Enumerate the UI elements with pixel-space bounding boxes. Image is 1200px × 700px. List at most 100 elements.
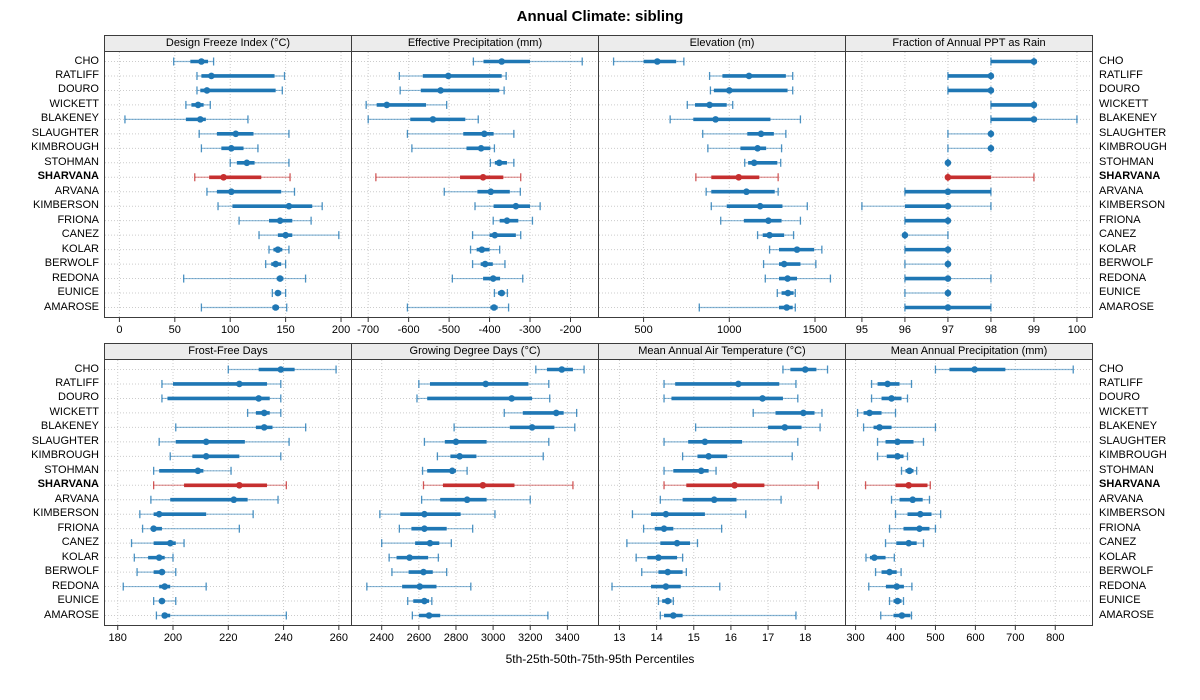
series-arvana: [420, 495, 531, 504]
median-dot: [285, 202, 293, 210]
x-axis: 95 96 97 98 99 100: [856, 318, 1086, 336]
station-labels-right: CHO RATLIFF DOURO WICKETT BLAKENEY SLAUGHTER K…: [1093, 343, 1199, 625]
series-canez: [626, 539, 699, 548]
panel-plot: [598, 52, 846, 318]
median-dot: [765, 217, 772, 224]
series-canez: [756, 231, 795, 240]
median-dot: [166, 539, 174, 547]
station-label: CANEZ: [61, 536, 99, 549]
median-dot: [1030, 116, 1038, 123]
x-tick-label: 17: [762, 632, 774, 644]
x-tick-label: 18: [799, 632, 811, 644]
station-label: SLAUGHTER: [1099, 434, 1167, 447]
series-sharvana: [944, 173, 1035, 182]
median-dot: [944, 217, 952, 224]
median-dot: [260, 409, 268, 417]
x-tick-label: 260: [330, 632, 348, 644]
station-label: EUNICE: [57, 594, 99, 607]
series-wickett: [365, 100, 448, 109]
series-redona: [366, 582, 472, 591]
median-dot: [901, 231, 909, 239]
median-dot: [888, 395, 895, 402]
x-tick-label: 3400: [555, 632, 579, 644]
series-kimberson: [139, 510, 254, 519]
median-dot: [884, 380, 891, 388]
median-dot: [155, 510, 163, 518]
panel-plot: [351, 360, 599, 626]
panel-title: Frost-Free Days: [104, 343, 352, 360]
series-redona: [611, 582, 721, 591]
median-dot: [893, 583, 901, 590]
series-kolar: [635, 553, 684, 562]
x-tick-label: 16: [725, 632, 737, 644]
x-tick-label: 95: [856, 324, 868, 336]
series-douro: [663, 394, 799, 403]
x-tick-label: 200: [164, 632, 182, 644]
series-eunice: [888, 597, 905, 606]
median-dot: [479, 173, 487, 181]
series-wickett: [503, 408, 578, 417]
station-label: STOHMAN: [1099, 463, 1154, 476]
series-cho: [934, 365, 1074, 374]
median-dot: [155, 554, 163, 561]
panel-plot: [598, 360, 846, 626]
station-label: ARVANA: [54, 184, 99, 197]
series-berwolf: [265, 260, 287, 269]
series-berwolf: [136, 568, 177, 577]
median-dot: [916, 510, 924, 518]
median-dot: [725, 87, 733, 94]
panel-row-top: CHO RATLIFF DOURO WICKETT BLAKENEY SLAUGHTER K…: [8, 35, 1200, 338]
station-label: REDONA: [1099, 271, 1147, 284]
median-dot: [383, 101, 391, 109]
series-eunice: [152, 597, 177, 606]
median-dot: [944, 304, 952, 311]
series-stohman: [663, 466, 717, 475]
series-ratliff: [870, 379, 913, 388]
station-label: SHARVANA: [37, 170, 99, 183]
median-dot: [894, 438, 901, 446]
series-kolar: [133, 553, 174, 562]
median-dot: [655, 554, 662, 561]
median-dot: [909, 496, 916, 504]
x-axis: 180 200 220 240 260: [109, 626, 348, 644]
station-label: SLAUGHTER: [31, 126, 99, 139]
station-label: RATLIFF: [55, 376, 99, 389]
series-canez: [471, 231, 522, 240]
series-blakeney: [694, 423, 821, 432]
x-tick-label: 13: [613, 632, 625, 644]
station-label: CHO: [74, 362, 99, 375]
median-dot: [477, 145, 485, 152]
median-dot: [421, 525, 428, 532]
x-tick-label: 15: [688, 632, 700, 644]
series-slaughter: [663, 437, 799, 446]
median-dot: [478, 246, 486, 253]
x-tick-label: 3200: [518, 632, 542, 644]
series-kolar: [768, 245, 823, 254]
median-dot: [498, 58, 506, 65]
median-dot: [489, 275, 497, 282]
station-label: DOURO: [1099, 83, 1140, 96]
x-tick-label: 3000: [481, 632, 505, 644]
series-wickett: [752, 408, 823, 417]
median-dot: [697, 467, 705, 475]
station-label: DOURO: [58, 391, 99, 404]
median-dot: [944, 188, 952, 196]
median-dot: [757, 130, 765, 138]
station-label: CHO: [1099, 362, 1124, 375]
median-dot: [276, 217, 284, 224]
median-dot: [780, 260, 788, 268]
median-dot: [653, 58, 661, 65]
median-dot: [793, 246, 801, 253]
x-tick-label: 100: [1068, 324, 1086, 336]
series-friona: [141, 524, 240, 533]
series-kolar: [268, 245, 290, 254]
series-douro: [709, 86, 794, 95]
station-label: RATLIFF: [1099, 68, 1143, 81]
station-label: KIMBERSON: [32, 199, 99, 212]
median-dot: [784, 275, 791, 282]
series-eunice: [407, 597, 433, 606]
median-dot: [664, 597, 672, 605]
x-tick-label: 220: [219, 632, 237, 644]
station-label: KOLAR: [61, 242, 99, 255]
series-slaughter: [702, 129, 787, 138]
